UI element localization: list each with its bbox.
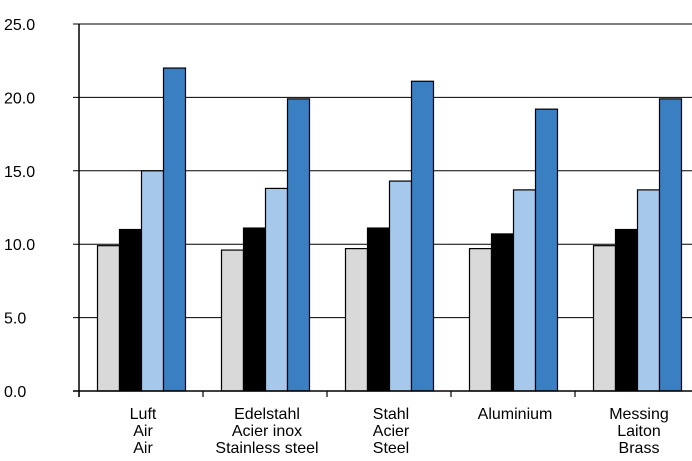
bar [490, 233, 515, 392]
bar [118, 228, 143, 392]
axes [73, 24, 692, 397]
x-category-label: Air [133, 440, 153, 457]
bar [220, 249, 245, 392]
bar [388, 180, 413, 392]
bars [96, 67, 683, 392]
y-tick-label: 0.0 [4, 384, 26, 401]
y-tick-label: 10.0 [4, 237, 35, 254]
y-axis-ticks: 0.0 5.0 10.0 15.0 20.0 25.0 [4, 17, 35, 401]
bar [592, 245, 617, 392]
x-category-label: Air [133, 423, 153, 440]
bar [286, 98, 311, 392]
bar [96, 245, 121, 392]
bar [614, 228, 639, 392]
x-category-label: Stainless steel [215, 440, 318, 457]
y-tick-label: 5.0 [4, 311, 26, 328]
bar [140, 170, 165, 392]
x-category-label: Acier inox [232, 423, 302, 440]
x-category-label: Laiton [617, 423, 661, 440]
bar [366, 227, 391, 392]
bar [344, 248, 369, 392]
x-category-label: Messing [609, 406, 669, 423]
y-tick-label: 20.0 [4, 90, 35, 107]
x-category-label: Aluminium [478, 406, 553, 423]
x-category-label: Steel [373, 440, 409, 457]
bar [410, 80, 435, 392]
bar [264, 187, 289, 392]
x-category-label: Stahl [373, 406, 409, 423]
bar [658, 98, 683, 392]
x-category-label: Luft [130, 406, 157, 423]
bar [242, 227, 267, 392]
x-category-label: Brass [619, 440, 660, 457]
x-category-label: Acier [373, 423, 410, 440]
y-tick-label: 25.0 [4, 17, 35, 34]
bar [636, 189, 661, 392]
bar [162, 67, 187, 392]
bar [512, 189, 537, 392]
y-tick-label: 15.0 [4, 164, 35, 181]
bar [468, 248, 493, 392]
x-category-label: Edelstahl [234, 406, 300, 423]
bar [534, 108, 559, 392]
